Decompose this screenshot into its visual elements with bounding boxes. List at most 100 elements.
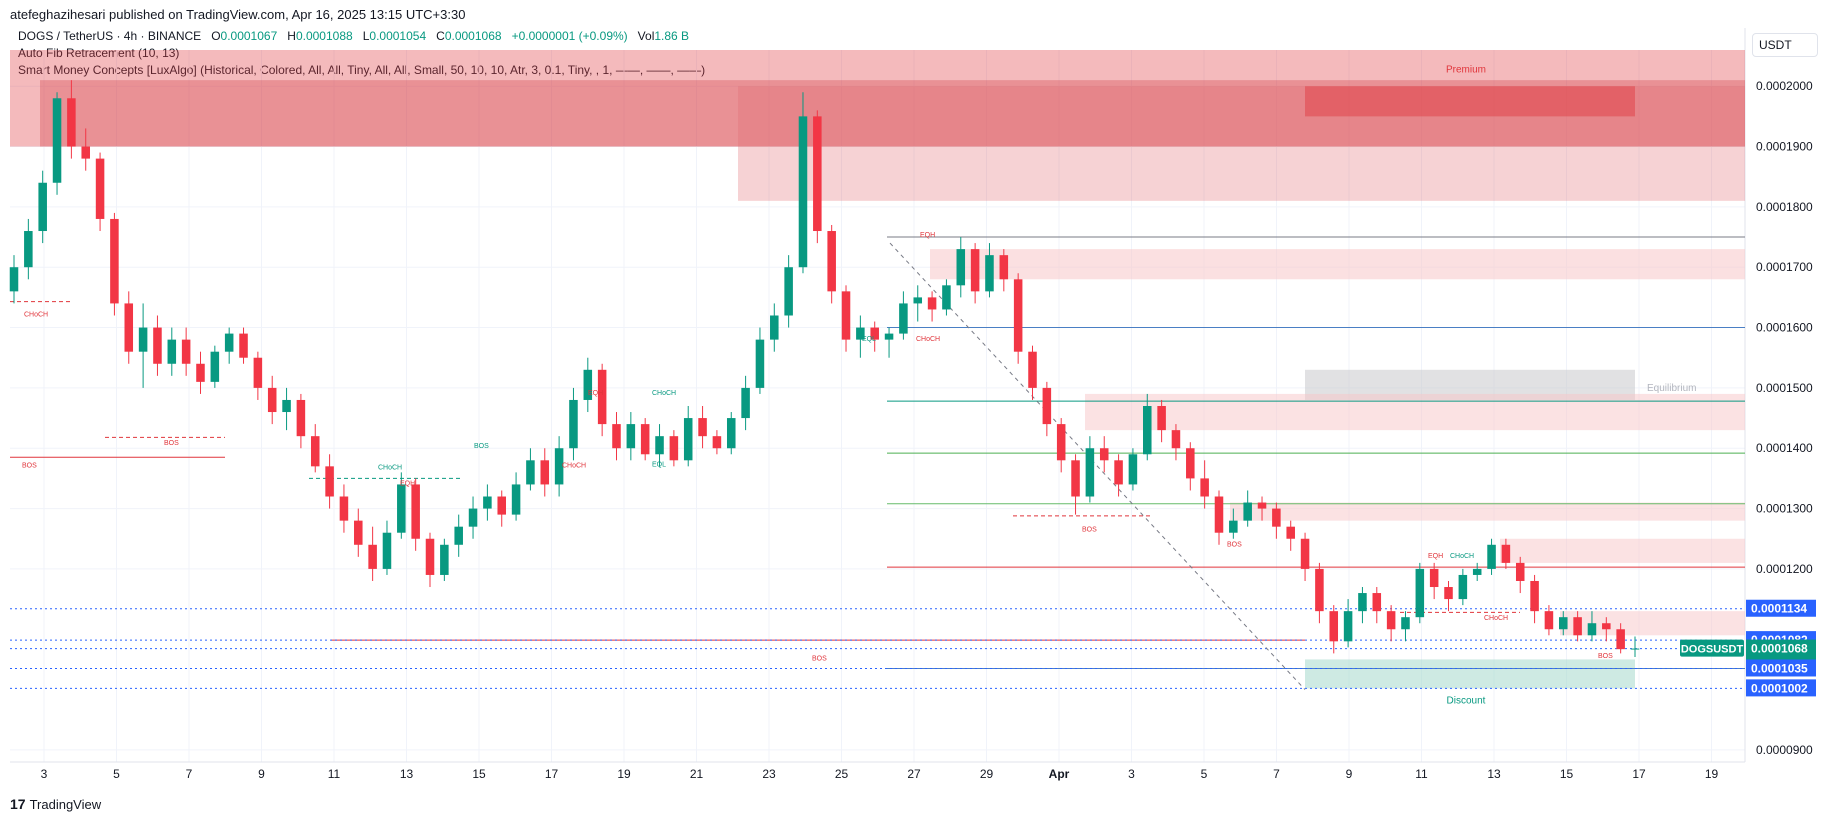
price-level-value: 0.0001002 (1751, 681, 1808, 695)
candle-body (110, 218, 119, 304)
candle-body (1157, 406, 1166, 431)
candle-body (1429, 568, 1439, 588)
candle-body (1200, 478, 1209, 497)
candle-body (1114, 460, 1123, 485)
x-tick-label: Apr (1049, 767, 1070, 781)
candle-body (1386, 611, 1396, 630)
equilibrium-label: Equilibrium (1647, 383, 1696, 394)
price-labels: 0.00011340.0001082DOGSUSDT0.000106802:14… (1680, 599, 1816, 697)
footer-brand-text: TradingView (29, 796, 102, 812)
candle-body (1544, 611, 1554, 630)
candle-body (970, 249, 980, 292)
x-tick-label: 17 (1632, 767, 1646, 781)
candle-body (310, 436, 320, 467)
y-tick-label: 0.0002000 (1756, 79, 1813, 93)
structure-label-eqh: EQH (588, 390, 603, 397)
x-tick-label: 13 (400, 767, 414, 781)
tradingview-logo-icon: 17 (10, 796, 26, 812)
change-value: +0.0000001 (+0.09%) (511, 29, 628, 43)
x-tick-label: 15 (1560, 767, 1574, 781)
discount-label: Discount (1447, 695, 1486, 706)
symbol-title[interactable]: DOGS / TetherUS · 4h · BINANCE (18, 29, 202, 43)
candle-body (698, 418, 707, 437)
structure-label-bos: BOS (1227, 542, 1242, 549)
candle-body (339, 496, 349, 521)
candle-body (1329, 611, 1339, 642)
price-level-label (1746, 599, 1816, 617)
candle-body (181, 339, 191, 364)
candle-body (827, 231, 836, 292)
candle-body (884, 333, 894, 340)
order-block-zone (930, 249, 1745, 280)
candle-body (683, 418, 693, 461)
candle-body (569, 399, 578, 449)
vol-value: 1.86 B (654, 29, 690, 43)
high-value: 0.0001088 (295, 29, 353, 43)
candle-body (167, 339, 177, 364)
premium-zone (1305, 86, 1635, 117)
candle-body (1013, 279, 1023, 352)
x-tick-label: 19 (1705, 767, 1719, 781)
candle-body (1401, 617, 1410, 630)
y-tick-label: 0.0001300 (1756, 502, 1813, 516)
candle-body (1042, 387, 1052, 425)
close-value: 0.0001068 (444, 29, 502, 43)
candle-body (9, 267, 19, 292)
candle-body (1085, 448, 1095, 497)
candle-body (1214, 496, 1224, 533)
candle-body (368, 544, 377, 569)
structure-labels: Premium Equilibrium Discount CHoCH BOS BOS CHo… (22, 64, 1696, 706)
candle-body (899, 303, 908, 334)
candle-body (813, 116, 822, 232)
order-block-zone (1500, 538, 1745, 563)
currency-label[interactable]: USDT (1752, 33, 1818, 57)
supply-zone (40, 80, 1745, 147)
candle-body (726, 418, 736, 449)
structure-label-eqh: EQH (920, 232, 935, 239)
indicator-fib[interactable]: Auto Fib Retracement (10, 13) (18, 46, 180, 60)
candle-body (282, 399, 291, 413)
candle-body (1458, 574, 1468, 600)
candle-body (210, 351, 220, 382)
candle-body (454, 526, 463, 545)
candle-body (1343, 611, 1353, 642)
structure-label-bos: BOS (164, 440, 179, 447)
candle-body (841, 291, 851, 340)
footer-brand[interactable]: 17 TradingView (10, 796, 101, 812)
candle-body (540, 460, 550, 485)
structure-lines (10, 236, 1745, 690)
candle-body (67, 98, 76, 147)
x-tick-label: 21 (690, 767, 704, 781)
candle-body (1602, 623, 1611, 630)
x-tick-label: 9 (258, 767, 265, 781)
candle-body (124, 303, 134, 352)
x-tick-label: 7 (186, 767, 193, 781)
order-block-zone (1230, 502, 1745, 521)
x-tick-label: 23 (762, 767, 776, 781)
candle-body (1559, 617, 1568, 630)
candle-body (1186, 448, 1195, 479)
price-level-label (1746, 659, 1816, 677)
candle-body (1071, 460, 1080, 497)
candle-body (1300, 538, 1310, 569)
open-label: O (211, 29, 221, 43)
structure-label-eql: EQL (652, 461, 666, 468)
candle-body (468, 508, 478, 527)
candle-body (913, 297, 923, 304)
candle-body (856, 327, 865, 340)
symbol-badge (1680, 639, 1744, 657)
structure-label-bos: BOS (1082, 527, 1097, 534)
candle-body (1415, 568, 1425, 618)
structure-label-bos: BOS (22, 463, 37, 470)
last-price-value: 0.0001068 (1751, 642, 1808, 656)
indicator-smc[interactable]: Smart Money Concepts [LuxAlgo] (Historic… (18, 63, 706, 77)
candle-body (1487, 544, 1496, 569)
candle-body (425, 538, 435, 575)
x-tick-label: 19 (617, 767, 631, 781)
structure-label-bos: BOS (1598, 653, 1613, 660)
candle-body (956, 249, 966, 286)
candle-body (784, 267, 793, 316)
candle-body (1515, 562, 1525, 581)
candle-body (669, 436, 679, 461)
